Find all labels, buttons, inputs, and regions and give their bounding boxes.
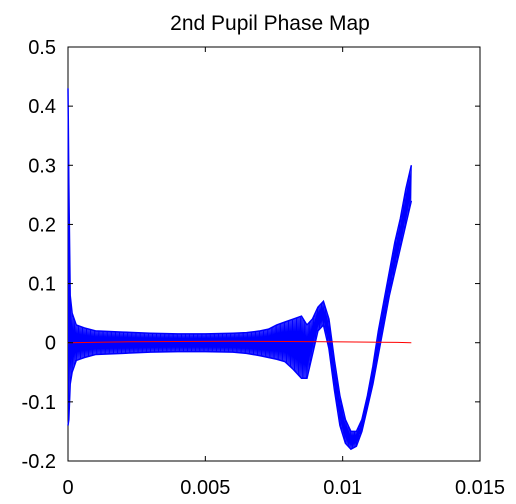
y-tick-label: 0.5: [28, 37, 56, 59]
plot-area: [67, 46, 481, 462]
plot-frame: [67, 46, 481, 462]
y-tick-label: -0.2: [22, 451, 56, 473]
x-tick-label: 0.015: [455, 477, 505, 499]
x-tick-label: 0: [62, 477, 73, 499]
y-tick-label: 0.2: [28, 214, 56, 236]
y-tick-label: 0.3: [28, 155, 56, 177]
series-line-0: [67, 88, 412, 450]
chart-title: 2nd Pupil Phase Map: [170, 12, 370, 35]
y-tick-label: -0.1: [22, 392, 56, 414]
x-tick-label: 0.01: [323, 477, 362, 499]
series-line-1: [67, 340, 412, 344]
x-tick-label: 0.005: [180, 477, 230, 499]
series-layer: [67, 88, 413, 451]
y-tick-label: 0.1: [28, 274, 56, 296]
series-upper-edge-0: [67, 88, 413, 433]
y-tick-label: 0: [45, 333, 56, 355]
axes-layer: 0 0.005 0.01 0.015 -0.2 -0.1 0 0.1 0.2 0.3 0.4 0.5: [22, 37, 506, 499]
series-lower-edge-0: [67, 200, 413, 451]
y-tick-label: 0.4: [28, 96, 56, 118]
series-band-0: [68, 88, 412, 450]
